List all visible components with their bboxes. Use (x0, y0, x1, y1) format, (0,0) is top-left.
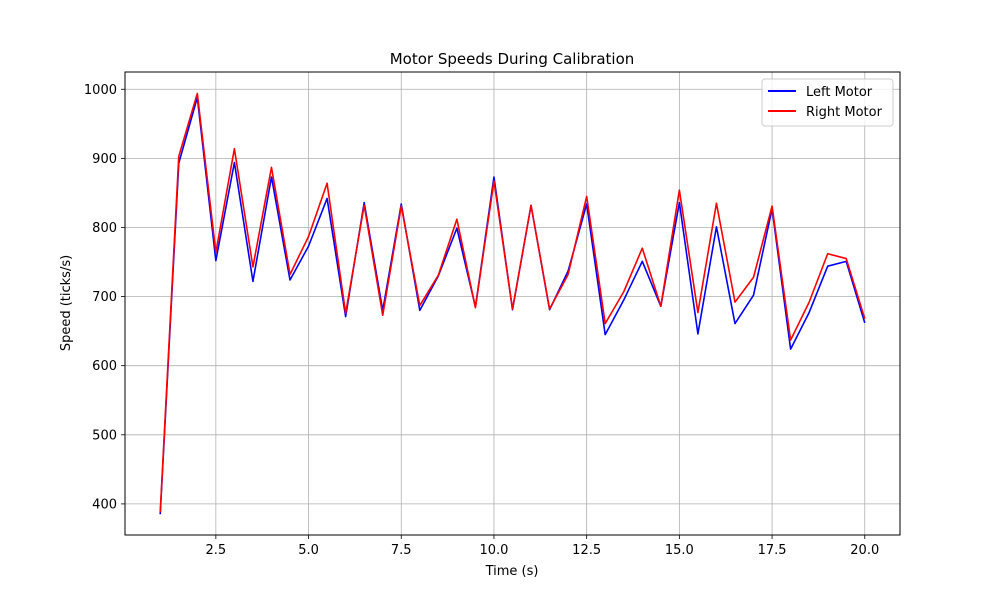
y-tick-label: 400 (92, 497, 117, 512)
chart-title: Motor Speeds During Calibration (390, 50, 635, 68)
grid-lines (125, 72, 900, 535)
y-tick-label: 800 (92, 221, 117, 236)
series-line-right-motor (159, 92, 866, 513)
y-tick-label: 600 (92, 359, 117, 374)
y-axis-label: Speed (ticks/s) (59, 255, 74, 351)
y-axis-ticks: 400 500 600 700 800 900 1000 (84, 83, 125, 512)
series-layer (159, 92, 866, 515)
x-tick-label: 5.0 (298, 543, 319, 558)
x-tick-label: 2.5 (206, 543, 227, 558)
x-tick-label: 12.5 (572, 543, 601, 558)
y-tick-label: 500 (92, 428, 117, 443)
legend-label-left-motor: Left Motor (806, 85, 873, 100)
plot-frame (124, 71, 901, 536)
legend: Left Motor Right Motor (761, 78, 894, 127)
x-tick-label: 10.0 (479, 543, 508, 558)
x-tick-label: 15.0 (665, 543, 694, 558)
y-tick-label: 1000 (84, 83, 117, 98)
x-tick-label: 17.5 (758, 543, 787, 558)
x-tick-label: 7.5 (391, 543, 412, 558)
x-axis-ticks: 2.5 5.0 7.5 10.0 12.5 15.0 17.5 20.0 (206, 535, 879, 558)
x-tick-label: 20.0 (850, 543, 879, 558)
y-tick-label: 700 (92, 290, 117, 305)
y-tick-label: 900 (92, 152, 117, 167)
legend-label-right-motor: Right Motor (806, 105, 883, 120)
x-axis-label: Time (s) (485, 564, 539, 579)
